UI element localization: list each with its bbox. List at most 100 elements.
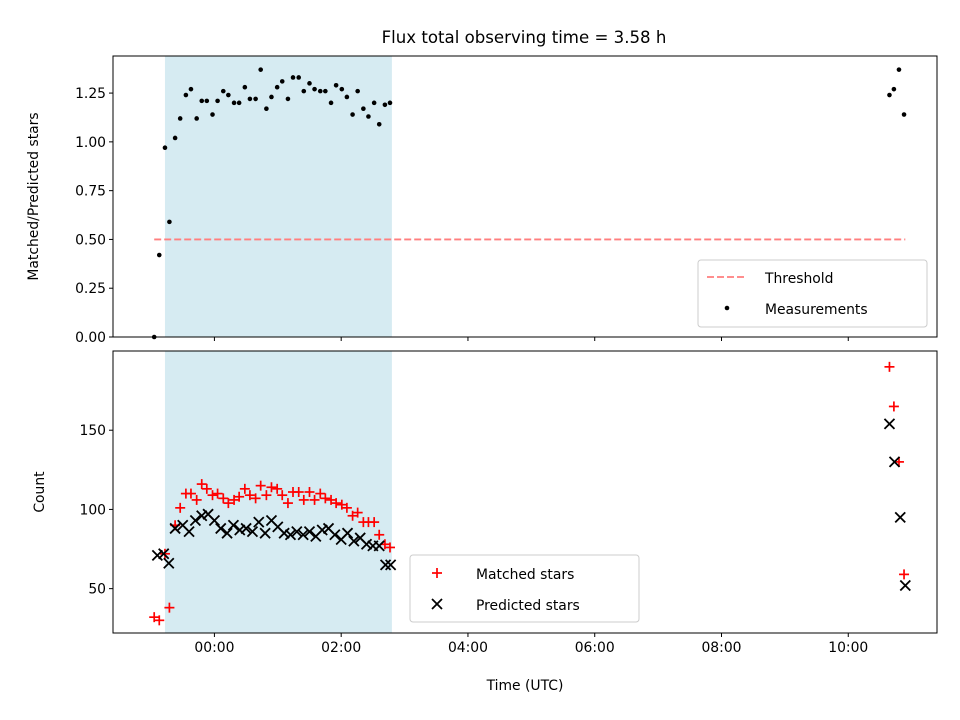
observing-window-shade	[164, 56, 392, 337]
legend-box	[409, 554, 640, 623]
ratio-panel: 0.00 0.25 0.50 0.75 1.00 1.25 Matched/Predict…	[26, 55, 938, 346]
predicted-star-point	[888, 456, 901, 468]
matched-star-point	[185, 488, 196, 499]
legend-measurement-label: Measurements	[765, 302, 868, 318]
predicted-star-point	[384, 559, 397, 571]
matched-star-point	[309, 494, 320, 505]
matched-star-point	[229, 494, 240, 505]
measurement-point	[896, 67, 902, 72]
measurement-point	[891, 86, 897, 92]
predicted-star-point	[291, 525, 303, 538]
predicted-star-point	[215, 522, 227, 535]
matched-star-point	[175, 502, 186, 513]
measurement-point	[361, 106, 366, 111]
matched-star-point	[293, 487, 304, 497]
matched-star-point	[326, 494, 337, 505]
measurement-point	[296, 75, 302, 80]
predicted-star-stroke-b	[894, 511, 906, 523]
measurement-point	[236, 100, 242, 106]
ratio-y-axis-label: Matched/Predicted stars	[26, 112, 42, 280]
measurement-point	[382, 102, 388, 108]
y-tick-label: 0.00	[75, 330, 106, 346]
predicted-star-point	[348, 535, 360, 547]
matched-star-point	[369, 517, 380, 528]
matched-star-point	[320, 493, 331, 504]
measurement-point	[339, 86, 345, 92]
measurement-point	[901, 112, 907, 117]
ratio-axis-ticks: 0.00 0.25 0.50 0.75 1.00 1.25	[75, 86, 849, 346]
measurement-point	[242, 84, 248, 90]
matched-star-point	[341, 502, 352, 513]
predicted-star-stroke-b	[221, 527, 233, 539]
x-tick-label: 04:00	[448, 640, 488, 656]
predicted-star-stroke-b	[278, 527, 290, 539]
y-tick-label: 1.25	[75, 86, 106, 102]
predicted-star-point	[253, 516, 265, 528]
measurement-point	[210, 112, 215, 117]
matched-star-point	[196, 479, 207, 490]
time-x-axis-label: Time (UTC)	[486, 678, 564, 694]
matched-star-point	[234, 491, 245, 502]
matched-star-point	[244, 490, 255, 501]
matched-star-point	[884, 361, 895, 372]
y-tick-label: 0.75	[75, 184, 106, 200]
matched-star-point	[261, 490, 272, 501]
predicted-star-point	[303, 525, 316, 538]
count-legend: Matched stars Predicted stars	[409, 554, 640, 623]
figure-title: Flux total observing time = 3.58 h	[382, 28, 667, 47]
ratio-legend: Threshold Measurements	[697, 259, 928, 328]
predicted-star-stroke-b	[291, 525, 303, 538]
predicted-star-stroke-b	[177, 519, 189, 531]
matched-star-point	[336, 499, 347, 510]
predicted-star-point	[899, 579, 911, 592]
measurement-point	[194, 116, 199, 121]
matched-star-point	[347, 510, 358, 521]
legend-matched-label: Matched stars	[476, 567, 574, 583]
count-axes-frame	[112, 350, 938, 634]
legend-measurement-swatch	[724, 305, 730, 311]
predicted-star-point	[246, 525, 259, 538]
predicted-star-point	[227, 519, 240, 531]
measurement-point	[290, 75, 296, 80]
matched-star-point	[207, 490, 218, 501]
matched-star-point	[201, 483, 212, 494]
predicted-star-stroke-b	[297, 529, 309, 541]
predicted-star-point	[189, 514, 202, 527]
matched-star-point	[899, 569, 910, 580]
matched-star-point	[164, 602, 175, 613]
matched-star-point	[154, 615, 165, 626]
predicted-star-stroke-b	[379, 559, 392, 571]
predicted-star-point	[894, 511, 906, 523]
legend-predicted-swatch-b	[431, 598, 443, 610]
x-tick-label: 06:00	[575, 640, 615, 656]
matched-star-point	[223, 498, 234, 509]
matched-star-point	[212, 488, 223, 499]
y-tick-label: 0.50	[75, 232, 106, 248]
measurement-point	[387, 100, 393, 106]
predicted-star-stroke-b	[240, 522, 252, 535]
measurement-point	[301, 88, 307, 94]
predicted-star-stroke-b	[272, 521, 284, 533]
matched-star-point	[282, 498, 293, 509]
predicted-star-stroke-b	[259, 527, 271, 539]
measurement-point	[344, 94, 350, 100]
predicted-star-stroke-b	[163, 557, 175, 569]
predicted-star-point	[883, 418, 896, 430]
matched-star-point	[255, 480, 266, 491]
predicted-star-point	[158, 548, 170, 560]
x-tick-label: 02:00	[321, 640, 361, 656]
measurement-point	[172, 135, 178, 141]
predicted-star-stroke-b	[303, 525, 316, 538]
matched-star-point	[315, 488, 326, 499]
legend-threshold-label: Threshold	[764, 271, 833, 287]
measurement-point	[887, 92, 892, 98]
measurement-point	[199, 98, 205, 104]
measurement-point	[376, 121, 382, 127]
measurement-point	[177, 116, 183, 121]
predicted-star-stroke-b	[899, 579, 911, 592]
measurement-point	[307, 81, 312, 86]
predicted-star-stroke-b	[202, 508, 214, 520]
measurement-point	[167, 219, 172, 225]
predicted-star-stroke-b	[158, 548, 170, 560]
predicted-star-point	[163, 557, 175, 569]
